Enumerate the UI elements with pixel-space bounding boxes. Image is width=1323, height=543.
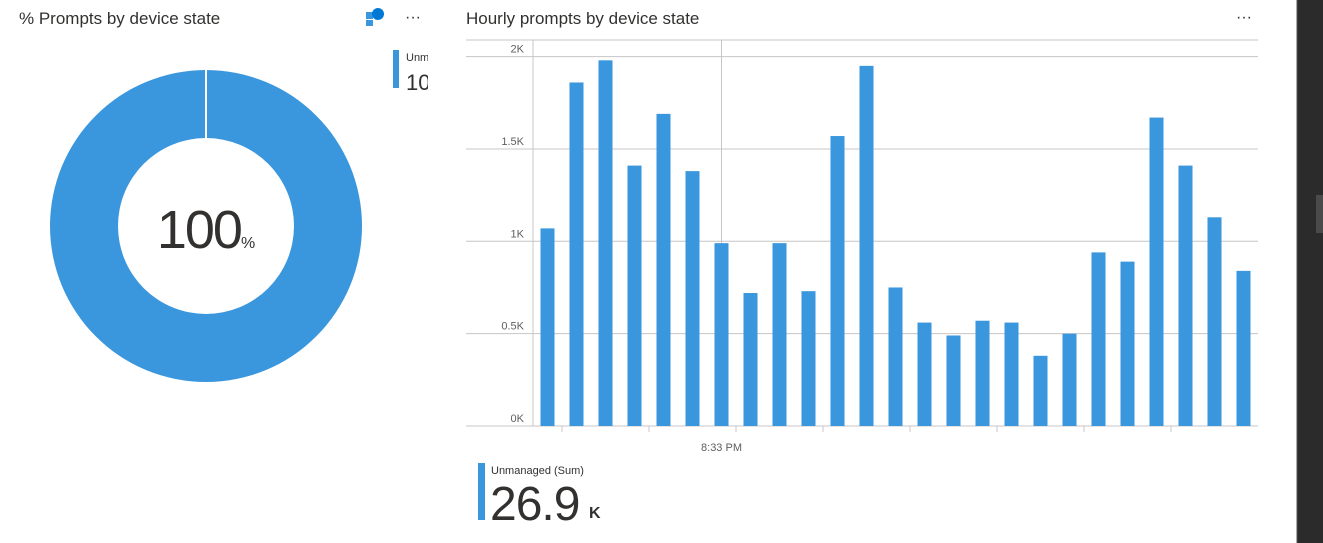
bar-title: Hourly prompts by device state [466,9,699,28]
bar [656,113,671,426]
bar [540,228,555,426]
bar [946,335,961,426]
x-tick-label: 8:33 PM [701,442,742,454]
more-menu[interactable]: ··· [405,9,421,26]
bar [1207,217,1222,426]
bar [1091,252,1106,426]
center-value: 100 [157,200,241,260]
legend-swatch [393,50,399,88]
total-value: 26.9 [490,478,579,531]
center-unit: % [241,235,255,252]
legend-name: Unmanaged [406,52,466,64]
side-strip [1297,0,1323,543]
bar [685,171,700,426]
y-tick-label: 1K [511,228,525,240]
y-tick-label: 0.5K [501,321,524,333]
bar [1236,270,1251,426]
bar [859,65,874,427]
donut-title: % Prompts by device state [19,9,220,28]
bar [743,293,758,426]
total-unit: K [589,505,601,522]
legend: Unmanaged 100 [406,52,466,95]
bar [830,136,845,427]
bar [1062,333,1077,426]
y-tick-label: 2K [511,44,525,56]
center-label: 100% [157,200,255,260]
more-menu[interactable]: ··· [1236,9,1252,26]
bar [1149,117,1164,426]
bar [627,165,642,427]
bar [1120,261,1135,426]
bar [888,287,903,426]
legend-name: Unmanaged (Sum) [491,465,584,477]
bar [1033,355,1048,426]
legend-swatch [478,463,485,520]
pin-icon[interactable] [366,8,384,26]
bar [598,60,613,426]
bar [1004,322,1019,426]
y-tick-label: 0K [511,413,525,425]
bar [569,82,584,427]
scroll-handle [1316,195,1323,233]
legend-value: 100 [406,70,443,95]
bar [917,322,932,426]
bar [1178,165,1193,427]
bar [772,243,787,426]
donut-slice [50,70,362,382]
bar [801,291,816,426]
bar [975,320,990,426]
bar [714,243,729,426]
y-tick-label: 1.5K [501,136,524,148]
